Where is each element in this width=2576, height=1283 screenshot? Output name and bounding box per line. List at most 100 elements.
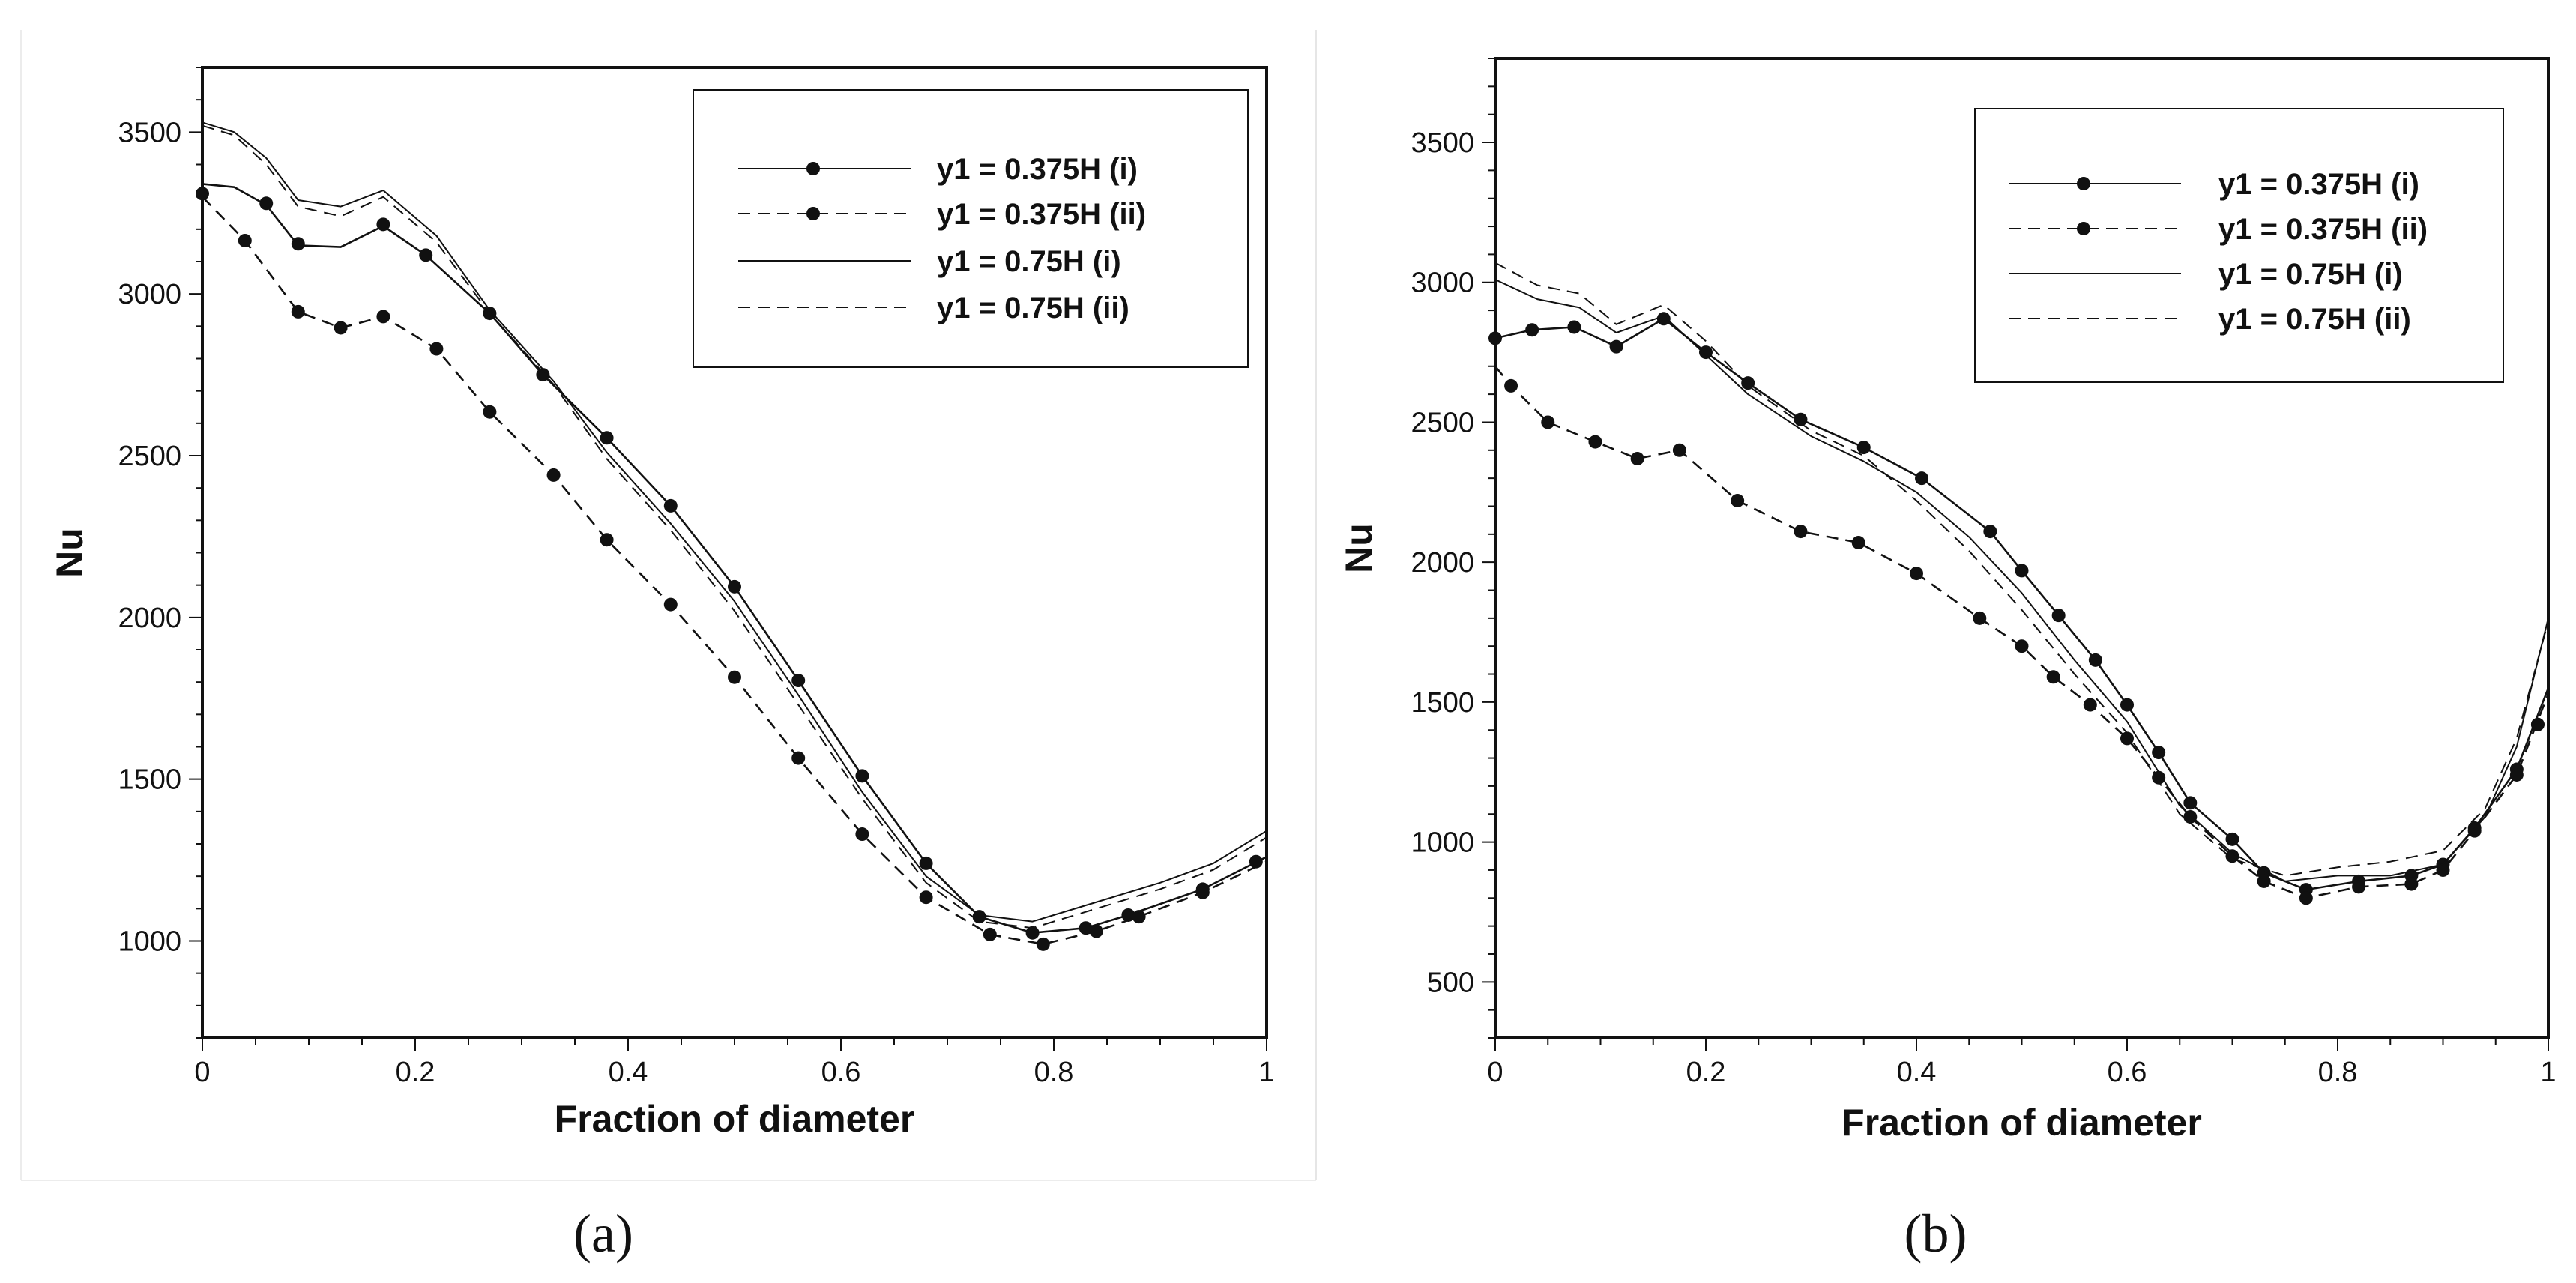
series-2-marker [791,751,806,765]
series-1-marker [259,196,274,211]
x-tick-label: 0.2 [1686,1057,1726,1088]
x-tick-label: 0.8 [1034,1057,1074,1088]
chart-a: 1000 1500 2000 2500 3000 3500 0 0.2 0.4 0.6 0.8 1 Fr… [49,66,1275,1264]
legend-label-1: y1 = 0.375H (i) [2218,168,2419,201]
legend-label-2: y1 = 0.375H (ii) [937,198,1146,231]
x-tick-label: 0.6 [821,1057,861,1088]
x-axis-title: Fraction of diameter [555,1098,915,1140]
legend-box [1974,108,2504,383]
x-tick-label: 0.2 [396,1057,435,1088]
series-1-marker [2015,564,2029,578]
series-2-marker [855,827,869,842]
x-tick-label: 1 [2540,1057,2556,1088]
series-1-marker [1609,339,1623,354]
series-2-marker [2183,809,2198,824]
y-tick-label: 500 [1427,967,1474,998]
series-2-marker [429,342,444,356]
series-1-marker [2183,796,2198,810]
series-2-marker [2509,767,2524,782]
series-1-marker [1983,525,1997,539]
series-1-marker [728,579,741,594]
legend-label-4: y1 = 0.75H (ii) [937,292,1129,324]
series-1-marker [2120,698,2134,712]
y-tick-label: 2500 [118,441,181,472]
y-tick-label: 1500 [118,764,181,796]
legend-box [693,89,1249,368]
series-1-marker [1699,345,1713,360]
legend-label-3: y1 = 0.75H (i) [2218,258,2403,291]
series-1-marker [791,674,806,688]
legend-label-2: y1 = 0.375H (ii) [2218,213,2428,246]
legend-marker-1 [806,162,820,175]
series-2-marker [1973,611,1987,625]
series-line-3 [1494,279,2549,882]
series-2-marker [1541,415,1555,429]
chart-b: 500 1000 1500 2000 2500 3000 3500 0 0.2 0.4 0.6 0.8… [1338,57,2557,1264]
x-tick-label: 0.4 [1897,1057,1937,1088]
x-tick-label: 1 [1258,1057,1274,1088]
y-axis-title: Nu [49,528,91,578]
series-2-marker [1036,937,1050,951]
series-line-3 [202,121,1267,923]
series-line-2 [202,196,1267,946]
series-2-marker [728,670,741,684]
x-tick-label: 0.6 [2108,1057,2147,1088]
series-2-marker [1731,494,1745,508]
series-1-marker [2088,653,2102,667]
series-2-marker [483,405,497,419]
x-tick-label: 0 [194,1057,210,1088]
x-tick-label: 0.4 [609,1057,648,1088]
series-2-marker [376,310,390,324]
series-1-marker [2152,746,2166,760]
series-2-marker [2046,670,2060,684]
series-1-marker [1488,331,1502,345]
series-1-marker [1741,376,1755,390]
series-2-marker [1794,525,1808,539]
series-1-marker [919,856,933,870]
series-2-marker [2467,824,2482,838]
series-2-marker [1089,924,1103,938]
series-1-marker [1794,412,1808,426]
panel-label: (a) [573,1204,633,1264]
x-axis-title: Fraction of diameter [1841,1102,2202,1144]
series-2-marker [983,927,997,941]
panel-label: (b) [1904,1204,1967,1264]
series-2-marker [2352,880,2366,894]
series-1-marker [536,368,550,382]
series-2-marker [1588,435,1602,449]
series-1-marker [291,237,305,251]
series-2-marker [1630,452,1644,466]
y-axis-title: Nu [1338,523,1380,573]
series-1-marker [1856,441,1871,455]
series-1-marker [1915,471,1929,486]
legend-marker-1 [2077,177,2090,190]
series-2-marker [546,468,561,482]
series-1-marker [419,248,433,262]
series-line-1 [1494,317,2550,891]
series-line-2 [1494,365,2550,899]
y-tick-label: 2000 [1411,547,1474,579]
series-2-marker [2299,891,2313,905]
series-2-marker [2083,698,2097,712]
legend-label-1: y1 = 0.375H (i) [937,153,1138,186]
series-2-marker [2530,717,2545,731]
series-2-marker [600,533,614,547]
series-1-marker [376,217,390,232]
series-1-marker [2051,609,2066,623]
series-2-marker [1195,885,1210,899]
series-1-marker [1025,926,1040,940]
y-tick-label: 1500 [1411,687,1474,719]
series-1-marker [1656,312,1671,326]
series-2-marker [2404,877,2419,891]
series-2-marker [1132,910,1146,924]
series-2-marker [1672,443,1686,457]
series-2-marker [291,304,305,319]
series-2-marker [2015,639,2029,653]
x-tick-label: 0.8 [2318,1057,2358,1088]
series-2-marker [1504,378,1518,393]
series-2-marker [2120,731,2134,746]
y-tick-label: 2500 [1411,407,1474,438]
legend-label-4: y1 = 0.75H (ii) [2218,303,2411,336]
series-2-marker [2152,770,2166,785]
